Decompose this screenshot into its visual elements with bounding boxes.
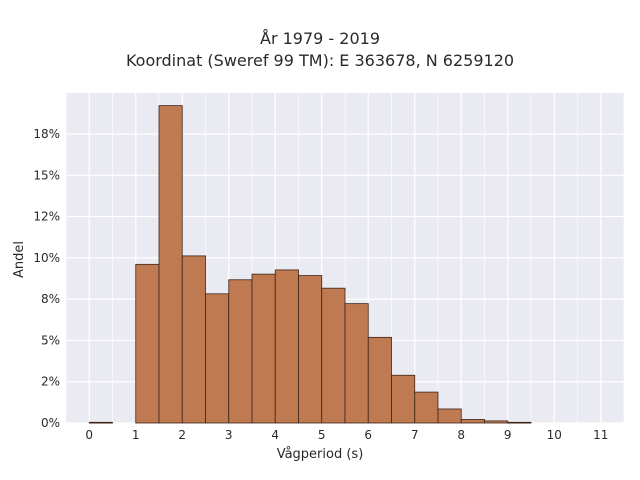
y-tick-label: 10% (33, 251, 60, 265)
x-tick-label: 10 (547, 428, 562, 442)
y-tick-label: 8% (41, 292, 60, 306)
histogram-bar (88, 421, 113, 424)
x-tick-label: 9 (504, 428, 512, 442)
y-tick-label: 5% (41, 333, 60, 347)
histogram-bar (228, 279, 253, 424)
y-tick-label: 0% (41, 416, 60, 430)
x-tick-label: 6 (364, 428, 372, 442)
x-tick-label: 7 (411, 428, 419, 442)
histogram-bar (391, 374, 416, 424)
histogram-bar (367, 336, 392, 424)
y-tick-label: 15% (33, 168, 60, 182)
chart-subtitle: Koordinat (Sweref 99 TM): E 363678, N 62… (125, 51, 515, 70)
x-tick-label: 3 (225, 428, 233, 442)
histogram-bar (274, 269, 299, 424)
chart-title: År 1979 - 2019 (260, 29, 380, 48)
y-tick-label: 12% (33, 210, 60, 224)
histogram-bar (205, 293, 230, 424)
histogram-bar (298, 275, 323, 424)
x-tick-label: 4 (271, 428, 279, 442)
histogram-bar (321, 287, 346, 424)
histogram-bar (181, 255, 206, 424)
y-tick-label: 2% (41, 375, 60, 389)
x-axis-label: Vågperiod (s) (276, 447, 364, 462)
histogram-bar (414, 391, 439, 424)
histogram-bar (484, 420, 509, 424)
x-tick-label: 0 (85, 428, 93, 442)
histogram-bar (344, 303, 369, 424)
y-tick-label: 18% (33, 127, 60, 141)
histogram-bar (507, 421, 532, 424)
x-tick-label: 11 (593, 428, 608, 442)
x-tick-label: 5 (318, 428, 326, 442)
x-tick-label: 2 (178, 428, 186, 442)
x-tick-label: 8 (457, 428, 465, 442)
histogram-bar (135, 263, 160, 424)
histogram-bar (251, 273, 276, 424)
y-axis-label: Andel (12, 241, 27, 278)
histogram-bar (460, 419, 485, 424)
histogram-bar (437, 408, 462, 424)
x-tick-label: 1 (132, 428, 140, 442)
histogram-bar (158, 105, 183, 424)
